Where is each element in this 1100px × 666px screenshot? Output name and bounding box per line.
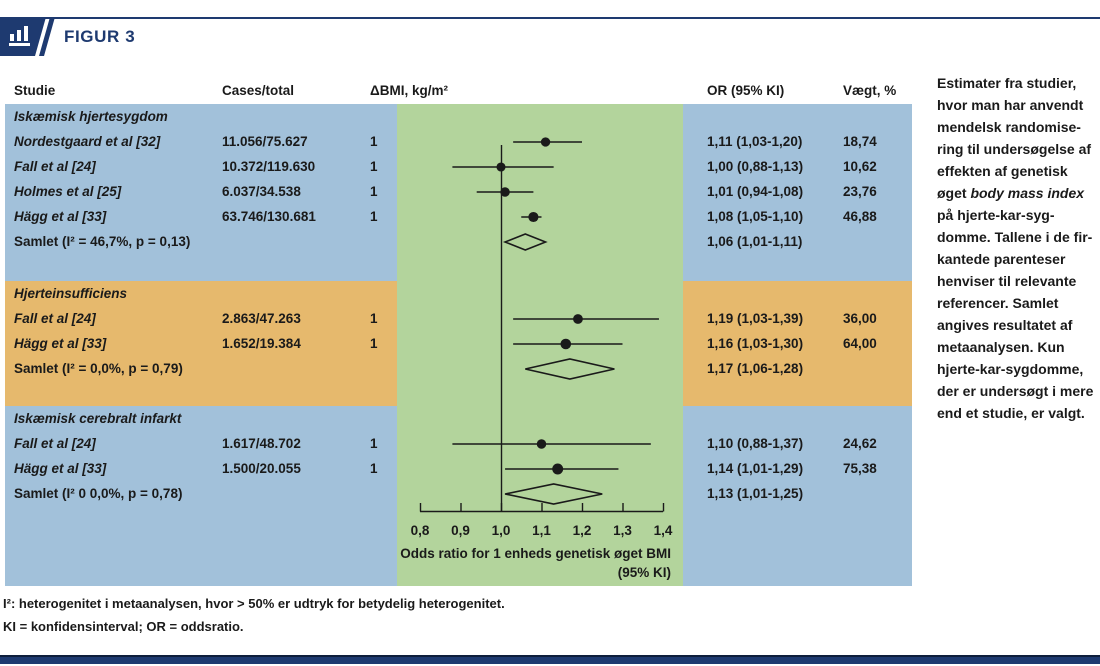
sidebar-line: der er undersøgt i mere (937, 380, 1100, 402)
summary-or: 1,17 (1,06-1,28) (707, 361, 804, 376)
row-weight: 18,74 (843, 134, 877, 149)
sidebar-line: end et studie, er valgt. (937, 402, 1100, 424)
row-weight: 46,88 (843, 209, 877, 224)
sidebar-line-segment: hvor man har anvendt (937, 97, 1084, 113)
sidebar-line-segment: på hjerte-kar-syg- (937, 207, 1055, 223)
row-cases: 2.863/47.263 (222, 311, 301, 326)
row-study-name: Hägg et al [33] (14, 209, 107, 224)
sidebar-line: øget body mass index (937, 182, 1100, 204)
sidebar-line-segment: metaanalysen. Kun (937, 339, 1065, 355)
row-delta-bmi: 1 (370, 461, 378, 476)
figure-title: FIGUR 3 (64, 27, 136, 46)
plot-area (397, 104, 683, 586)
sidebar-line-segment: angives resultatet af (937, 317, 1073, 333)
sidebar-line-segment: øget (937, 185, 971, 201)
summary-label: Samlet (I² = 46,7%, p = 0,13) (14, 234, 191, 249)
summary-label: Samlet (I² = 0,0%, p = 0,79) (14, 361, 183, 376)
footnote-2: KI = konfidensinterval; OR = oddsratio. (3, 619, 244, 634)
bar-chart-icon (9, 26, 30, 46)
sidebar-line-italic-segment: body mass index (970, 185, 1085, 201)
row-cases: 10.372/119.630 (222, 159, 316, 174)
row-weight: 64,00 (843, 336, 877, 351)
row-delta-bmi: 1 (370, 436, 378, 451)
column-header-or: OR (95% KI) (707, 83, 785, 98)
sidebar-line: effekten af genetisk (937, 160, 1100, 182)
sidebar-line-segment: kantede parenteser (937, 251, 1066, 267)
sidebar-line: hvor man har anvendt (937, 94, 1100, 116)
top-rule (0, 17, 1100, 19)
section-title: Iskæmisk cerebralt infarkt (14, 411, 182, 426)
row-cases: 1.500/20.055 (222, 461, 301, 476)
summary-or: 1,06 (1,01-1,11) (707, 234, 803, 249)
row-study-name: Fall et al [24] (14, 436, 96, 451)
bottom-rule (0, 655, 1100, 664)
column-header-study: Studie (14, 83, 56, 98)
sidebar-line: mendelsk randomise- (937, 116, 1100, 138)
row-delta-bmi: 1 (370, 159, 378, 174)
sidebar-line: referencer. Samlet (937, 292, 1100, 314)
sidebar-line-segment: domme. Tallene i de fir- (937, 229, 1093, 245)
row-or: 1,19 (1,03-1,39) (707, 311, 804, 326)
row-study-name: Fall et al [24] (14, 311, 96, 326)
sidebar-line-segment: henviser til relevante (937, 273, 1077, 289)
sidebar-line: på hjerte-kar-syg- (937, 204, 1100, 226)
sidebar-line-segment: ring til undersøgelse af (937, 141, 1092, 157)
row-weight: 23,76 (843, 184, 877, 199)
row-delta-bmi: 1 (370, 311, 378, 326)
sidebar-line-segment: Estimater fra studier, (937, 75, 1077, 91)
row-cases: 1.617/48.702 (222, 436, 301, 451)
column-header-weight: Vægt, % (843, 83, 897, 98)
sidebar-line-segment: referencer. Samlet (937, 295, 1059, 311)
section-title: Hjerteinsufficiens (14, 286, 128, 301)
row-delta-bmi: 1 (370, 336, 378, 351)
row-or: 1,10 (0,88-1,37) (707, 436, 804, 451)
row-study-name: Hägg et al [33] (14, 461, 107, 476)
row-or: 1,16 (1,03-1,30) (707, 336, 804, 351)
sidebar-line-segment: effekten af genetisk (937, 163, 1068, 179)
row-or: 1,08 (1,05-1,10) (707, 209, 804, 224)
sidebar-note: Estimater fra studier, hvor man har anven… (937, 72, 1100, 424)
row-delta-bmi: 1 (370, 134, 378, 149)
summary-or: 1,13 (1,01-1,25) (707, 486, 804, 501)
sidebar-line: hjerte-kar-sygdomme, (937, 358, 1100, 380)
sidebar-line: metaanalysen. Kun (937, 336, 1100, 358)
row-cases: 11.056/75.627 (222, 134, 308, 149)
row-or: 1,14 (1,01-1,29) (707, 461, 804, 476)
row-study-name: Fall et al [24] (14, 159, 96, 174)
row-study-name: Hägg et al [33] (14, 336, 107, 351)
row-cases: 63.746/130.681 (222, 209, 316, 224)
column-header-bmi: ΔBMI, kg/m² (370, 83, 448, 98)
figure-badge (0, 17, 46, 56)
sidebar-line: Estimater fra studier, (937, 72, 1100, 94)
row-weight: 10,62 (843, 159, 877, 174)
sidebar-line: kantede parenteser (937, 248, 1100, 270)
row-weight: 36,00 (843, 311, 877, 326)
row-study-name: Holmes et al [25] (14, 184, 122, 199)
sidebar-line-segment: hjerte-kar-sygdomme, (937, 361, 1084, 377)
row-or: 1,00 (0,88-1,13) (707, 159, 804, 174)
sidebar-line: ring til undersøgelse af (937, 138, 1100, 160)
sidebar-line: angives resultatet af (937, 314, 1100, 336)
row-delta-bmi: 1 (370, 209, 378, 224)
row-study-name: Nordestgaard et al [32] (14, 134, 161, 149)
row-cases: 6.037/34.538 (222, 184, 301, 199)
row-or: 1,11 (1,03-1,20) (707, 134, 803, 149)
footnote-1: I²: heterogenitet i metaanalysen, hvor >… (3, 596, 505, 611)
column-header-cases: Cases/total (222, 83, 295, 98)
row-weight: 24,62 (843, 436, 877, 451)
row-weight: 75,38 (843, 461, 877, 476)
sidebar-line-segment: der er undersøgt i mere (937, 383, 1094, 399)
sidebar-line: henviser til relevante (937, 270, 1100, 292)
sidebar-line: domme. Tallene i de fir- (937, 226, 1100, 248)
row-delta-bmi: 1 (370, 184, 378, 199)
sidebar-line-segment: end et studie, er valgt. (937, 405, 1085, 421)
row-cases: 1.652/19.384 (222, 336, 301, 351)
sidebar-line-segment: mendelsk randomise- (937, 119, 1081, 135)
summary-label: Samlet (I² 0 0,0%, p = 0,78) (14, 486, 183, 501)
section-title: Iskæmisk hjertesygdom (14, 109, 168, 124)
row-or: 1,01 (0,94-1,08) (707, 184, 804, 199)
